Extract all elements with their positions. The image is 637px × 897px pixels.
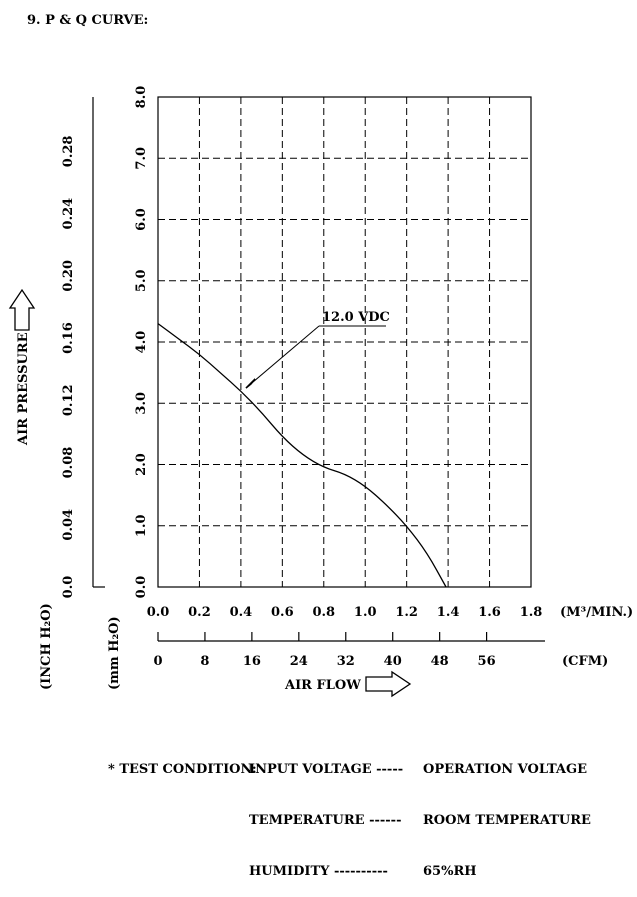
x-secondary-unit: (CFM): [562, 654, 608, 669]
x-secondary-tick-label: 16: [243, 654, 261, 669]
test-condition-value: 65%RH: [423, 864, 477, 879]
x-secondary-tick-label: 56: [478, 654, 496, 669]
test-condition-param: INPUT VOLTAGE: [249, 762, 372, 777]
plot-frame: [157, 96, 532, 588]
test-condition-row: TEMPERATURE ------ ROOM TEMPERATURE: [108, 812, 591, 829]
y-primary-tick-label: 7.0: [134, 147, 149, 170]
x-secondary-tick-label: 0: [153, 654, 162, 669]
test-condition-dashes: ------: [369, 813, 402, 828]
y-primary-tick-label: 6.0: [134, 208, 149, 231]
test-condition-row: * TEST CONDITION: INPUT VOLTAGE ----- OP…: [108, 761, 591, 778]
y-primary-tick-label: 8.0: [134, 86, 149, 109]
x-primary-tick-label: 1.4: [437, 605, 460, 620]
test-condition-dashes: -----: [376, 762, 404, 777]
air-flow-arrow-icon: [365, 670, 412, 698]
test-condition-param-cell: INPUT VOLTAGE -----: [249, 761, 423, 778]
y-secondary-tick-label: 0.24: [61, 198, 76, 230]
x-primary-tick-label: 0.8: [312, 605, 335, 620]
air-pressure-arrow-icon: [8, 288, 36, 331]
chart-series: [157, 323, 447, 588]
x-primary-tick-label: 0.4: [230, 605, 253, 620]
x-secondary-tick-label: 8: [200, 654, 209, 669]
chart-axes: [92, 96, 545, 642]
series-curve: [157, 323, 447, 588]
test-condition-row: HUMIDITY ---------- 65%RH: [108, 863, 591, 880]
test-condition-param: HUMIDITY: [249, 864, 330, 879]
y-secondary-tick-label: 0.0: [61, 576, 76, 599]
y-secondary-tick-label: 0.16: [61, 322, 76, 354]
y-secondary-tick-label: 0.08: [61, 447, 76, 479]
y-secondary-tick-label: 0.04: [61, 509, 76, 541]
x-primary-tick-label: 0.2: [188, 605, 211, 620]
test-condition-title: * TEST CONDITION:: [108, 762, 257, 777]
y-secondary-unit: (INCH H₂O): [39, 603, 54, 690]
y-secondary-tick-label: 0.20: [61, 260, 76, 292]
pq-chart: 9. P & Q CURVE: 0.0 1.0 2.0 3.0 4.0 5.0 6.0 7.0…: [8, 13, 633, 698]
test-condition-value: ROOM TEMPERATURE: [423, 813, 591, 828]
test-condition-value: OPERATION VOLTAGE: [423, 762, 587, 777]
test-condition-spacer: [108, 863, 249, 880]
test-condition-param-cell: HUMIDITY ----------: [249, 863, 423, 880]
series-label: 12.0 VDC: [322, 310, 390, 325]
test-condition-dashes: ----------: [333, 864, 388, 879]
y-primary-tick-label: 4.0: [134, 331, 149, 354]
page-heading: 9. P & Q CURVE:: [27, 13, 148, 28]
x-axis-label: AIR FLOW: [284, 678, 361, 693]
x-secondary-tick-label: 48: [431, 654, 449, 669]
chart-grid: [158, 97, 531, 587]
x-secondary-tick-label: 32: [337, 654, 355, 669]
y-primary-tick-label: 3.0: [134, 392, 149, 415]
y-primary-unit: (mm H₂O): [107, 616, 122, 690]
series-leader-line: [245, 325, 320, 389]
test-condition-param-cell: TEMPERATURE ------: [249, 812, 423, 829]
test-condition: * TEST CONDITION: INPUT VOLTAGE ----- OP…: [108, 727, 591, 897]
x-primary-tick-label: 1.0: [354, 605, 377, 620]
y-secondary-tick-label: 0.12: [61, 384, 76, 416]
y-secondary-tick-label: 0.28: [61, 136, 76, 168]
y-primary-tick-label: 0.0: [134, 576, 149, 599]
x-primary-tick-label: 1.8: [520, 605, 543, 620]
tick-labels: 0.01.02.03.04.05.06.07.08.00.00.040.080.…: [61, 86, 542, 669]
x-primary-unit: (M³/MIN.): [560, 605, 633, 620]
test-condition-spacer: [108, 812, 249, 829]
x-primary-tick-label: 1.2: [395, 605, 418, 620]
y-axis-label: AIR PRESSURE: [16, 332, 31, 446]
x-secondary-tick-label: 24: [290, 654, 308, 669]
x-primary-tick-label: 0.6: [271, 605, 294, 620]
test-condition-param: TEMPERATURE: [249, 813, 365, 828]
x-primary-tick-label: 0.0: [147, 605, 170, 620]
x-secondary-tick-label: 40: [384, 654, 402, 669]
y-primary-tick-label: 2.0: [134, 453, 149, 476]
series-leader-arrowhead: [245, 378, 256, 389]
y-primary-tick-label: 1.0: [134, 514, 149, 537]
y-primary-tick-label: 5.0: [134, 269, 149, 292]
x-primary-tick-label: 1.6: [478, 605, 501, 620]
